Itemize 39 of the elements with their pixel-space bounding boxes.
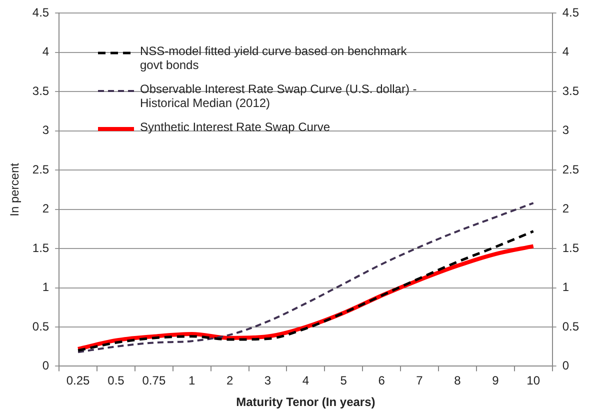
y2-tick-label: 0	[562, 358, 570, 373]
x-tick-label: 5	[340, 374, 348, 388]
y-tick-label: 2.5	[32, 162, 50, 176]
y2-tick-label: 0.5	[562, 319, 580, 334]
y-tick-label: 3.5	[32, 84, 50, 98]
x-tick-label: 6	[378, 374, 386, 388]
x-tick-label: 10	[526, 374, 540, 388]
y-tick-label: 2	[42, 202, 50, 216]
x-tick-label: 0.75	[142, 374, 166, 388]
x-tick-label: 8	[454, 374, 462, 388]
x-tick-label: 1	[188, 374, 196, 388]
legend-label: Observable Interest Rate Swap Curve (U.S. dollar) - Historical Median (2012)	[140, 82, 418, 110]
y2-tick-label: 3	[562, 123, 570, 138]
x-tick-label: 2	[226, 374, 234, 388]
y2-tick-label: 2	[562, 202, 570, 216]
y2-tick-label: 2.5	[562, 162, 580, 176]
x-tick-label: 9	[492, 374, 500, 388]
x-axis-title: Maturity Tenor (In years)	[236, 395, 376, 410]
y-tick-label: 1	[42, 280, 50, 294]
x-tick-label: 0.5	[108, 374, 125, 388]
y-tick-label: 4.5	[32, 6, 50, 20]
x-tick-label: 7	[416, 374, 424, 388]
y2-tick-label: 3.5	[562, 84, 580, 98]
y-axis-title: In percent	[8, 162, 22, 216]
x-tick-label: 4	[302, 374, 310, 388]
y-tick-label: 3	[42, 123, 50, 138]
y-tick-label: 0.5	[32, 319, 50, 334]
y2-tick-label: 1	[562, 280, 570, 294]
y2-tick-label: 4.5	[562, 6, 580, 20]
y2-tick-label: 1.5	[562, 240, 580, 255]
y-tick-label: 0	[42, 358, 50, 373]
y-tick-label: 4	[42, 44, 50, 59]
legend-label: NSS-model fitted yield curve based on benchmark govt bonds	[140, 44, 408, 72]
y-tick-label: 1.5	[32, 240, 50, 255]
legend-label: Synthetic Interest Rate Swap Curve	[140, 120, 330, 134]
line-series	[77, 202, 534, 354]
x-tick-label: 0.25	[66, 374, 90, 388]
y2-tick-label: 4	[562, 44, 570, 59]
x-tick-label: 3	[264, 374, 272, 388]
